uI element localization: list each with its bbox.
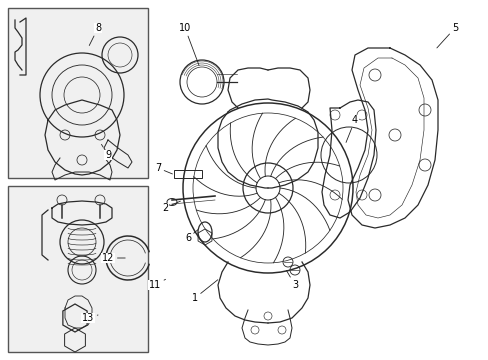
Text: 10: 10 <box>179 23 199 66</box>
Bar <box>8 186 148 352</box>
Text: 8: 8 <box>89 23 101 45</box>
Text: 6: 6 <box>184 230 198 243</box>
Text: 13: 13 <box>81 313 98 323</box>
Text: 12: 12 <box>102 253 125 263</box>
Text: 9: 9 <box>101 144 111 160</box>
Text: 3: 3 <box>286 270 298 290</box>
Text: 2: 2 <box>162 201 180 213</box>
Text: 5: 5 <box>436 23 457 48</box>
Text: 11: 11 <box>148 279 165 290</box>
Bar <box>8 8 148 178</box>
Text: 1: 1 <box>192 280 217 303</box>
Text: 4: 4 <box>346 115 357 143</box>
Text: 7: 7 <box>155 163 172 174</box>
